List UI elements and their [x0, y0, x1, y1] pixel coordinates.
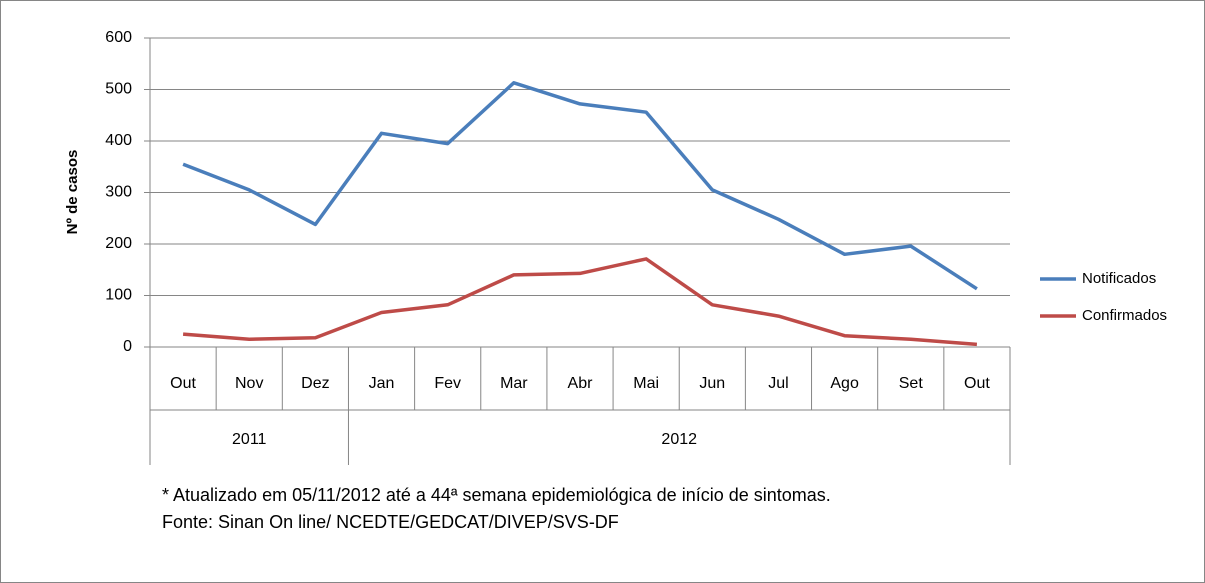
note: * Atualizado em 05/11/2012 até a 44ª sem…	[162, 485, 831, 505]
y-axis-label: Nº de casos	[64, 150, 81, 235]
x-tick-label: Out	[964, 375, 990, 392]
y-tick-label: 600	[105, 29, 132, 46]
x-tick-label: Dez	[301, 375, 329, 392]
x-tick-label: Mai	[633, 375, 659, 392]
x-tick-label: Ago	[830, 375, 859, 392]
x-tick-label: Jun	[699, 375, 725, 392]
line-series	[182, 257, 978, 347]
y-tick-label: 200	[105, 235, 132, 252]
x-tick-label: Out	[170, 375, 196, 392]
y-tick-label: 300	[105, 184, 132, 201]
legend-label: Notificados	[1082, 270, 1156, 287]
x-tick-label: Jan	[369, 375, 395, 392]
x-tick-label: Set	[899, 375, 924, 392]
x-tick-label: Abr	[568, 375, 594, 392]
y-tick-label: 500	[105, 81, 132, 98]
group-label: 2011	[232, 431, 267, 448]
y-tick-label: 100	[105, 287, 132, 304]
group-label: 2012	[661, 431, 697, 448]
x-tick-label: Fev	[434, 375, 461, 392]
legend-label: Confirmados	[1082, 307, 1167, 324]
x-tick-label: Mar	[500, 375, 528, 392]
x-tick-label: Jul	[768, 375, 788, 392]
y-tick-label: 400	[105, 132, 132, 149]
x-tick-label: Nov	[235, 375, 263, 392]
note: Fonte: Sinan On line/ NCEDTE/GEDCAT/DIVE…	[162, 512, 619, 532]
line-series	[182, 81, 978, 291]
y-tick-label: 0	[123, 338, 132, 355]
